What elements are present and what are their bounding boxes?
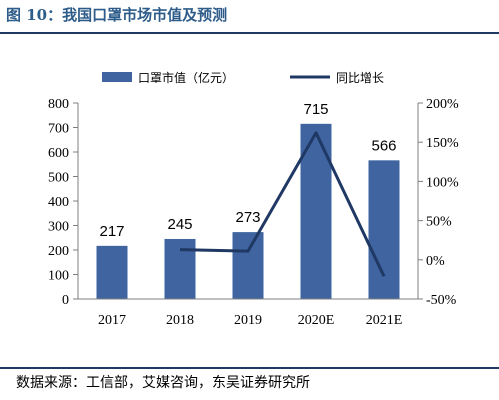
left-tick-label: 800 — [48, 97, 69, 112]
bar — [232, 232, 264, 299]
chart-title: 图 10：我国口罩市场市值及预测 — [6, 6, 228, 24]
legend-bar-label: 口罩市值（亿元） — [138, 70, 234, 85]
source-note: 数据来源：工信部，艾媒咨询，东吴证券研究所 — [16, 375, 310, 391]
growth-line-path — [179, 131, 386, 277]
left-tick-label: 500 — [48, 171, 69, 186]
bar — [164, 238, 196, 299]
bar-labels: 217 245 273 715 566 — [99, 101, 396, 240]
right-tick-label: -50% — [426, 293, 457, 308]
left-tick-label: 0 — [62, 293, 69, 308]
right-axis: -50% 0% 50% 100% 150% 200% — [417, 97, 459, 308]
bar — [368, 160, 400, 299]
x-tick-label: 2021E — [366, 313, 403, 328]
right-tick-label: 50% — [426, 215, 452, 230]
legend: 口罩市值（亿元） 同比增长 — [102, 70, 384, 85]
bar-value-label: 566 — [371, 137, 396, 154]
right-tick-label: 0% — [426, 254, 445, 269]
left-tick-label: 300 — [48, 220, 69, 235]
x-tick-label: 2018 — [166, 313, 194, 328]
bars — [96, 123, 400, 299]
right-tick-label: 150% — [426, 136, 459, 151]
bar-value-label: 273 — [235, 209, 260, 226]
x-axis: 2017 2018 2019 2020E 2021E — [78, 298, 418, 328]
left-tick-label: 600 — [48, 146, 69, 161]
title-rule — [0, 32, 499, 34]
right-tick-label: 200% — [426, 97, 459, 112]
legend-line-label: 同比增长 — [336, 71, 384, 85]
left-tick-label: 200 — [48, 244, 69, 259]
x-tick-label: 2020E — [298, 313, 335, 328]
right-tick-label: 100% — [426, 175, 459, 190]
left-tick-label: 100 — [48, 269, 69, 284]
left-axis: 0 100 200 300 400 500 600 700 800 — [48, 97, 79, 308]
bar-value-label: 217 — [99, 223, 124, 240]
bar — [96, 245, 128, 299]
x-tick-label: 2017 — [98, 313, 126, 328]
chart: 口罩市值（亿元） 同比增长 0100200300400500600700800 … — [48, 70, 459, 328]
bar-value-label: 245 — [167, 216, 192, 233]
bar-value-label: 715 — [303, 101, 328, 118]
left-tick-label: 400 — [48, 195, 69, 210]
growth-line — [179, 131, 386, 277]
x-tick-label: 2019 — [234, 313, 262, 328]
legend-bar-swatch — [102, 72, 132, 82]
left-tick-label: 700 — [48, 122, 69, 137]
source-rule — [0, 367, 499, 369]
